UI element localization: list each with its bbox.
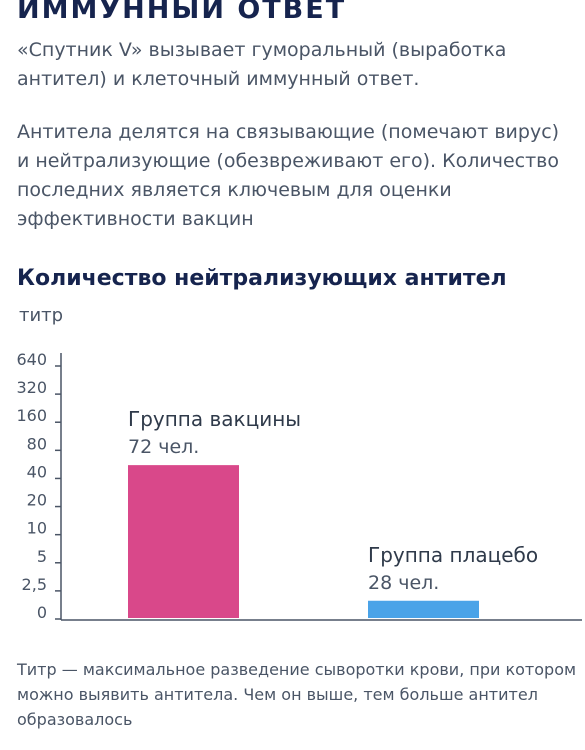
footnote: Титр — максимальное разведение сыворотки… (17, 660, 577, 729)
chart-title: Количество нейтрализующих антител (17, 266, 507, 291)
y-tick-label: 2,5 (22, 575, 47, 594)
y-tick-label: 10 (27, 519, 47, 538)
y-tick-label: 320 (16, 378, 47, 397)
intro-paragraph: «Спутник V» вызывает гуморальный (вырабо… (17, 39, 507, 90)
y-tick-label: 640 (16, 350, 47, 369)
y-tick-label: 5 (37, 547, 47, 566)
y-tick-label: 0 (37, 603, 47, 622)
bar-count-label: 72 чел. (128, 436, 199, 458)
page-title: ИММУННЫЙ ОТВЕТ (17, 0, 347, 25)
y-tick-label: 20 (27, 491, 47, 510)
bar-1 (128, 465, 239, 618)
y-tick-label: 160 (16, 406, 47, 425)
antibody-paragraph: Антитела делятся на связывающие (помечаю… (17, 121, 560, 230)
y-tick-label: 40 (27, 462, 47, 481)
bar-2 (368, 600, 479, 618)
bar-count-label: 28 чел. (368, 572, 439, 594)
y-axis-label: титр (19, 305, 64, 326)
bar-category-label: Группа плацебо (368, 543, 538, 567)
y-tick-label: 80 (27, 434, 47, 453)
bar-category-label: Группа вакцины (128, 407, 301, 431)
